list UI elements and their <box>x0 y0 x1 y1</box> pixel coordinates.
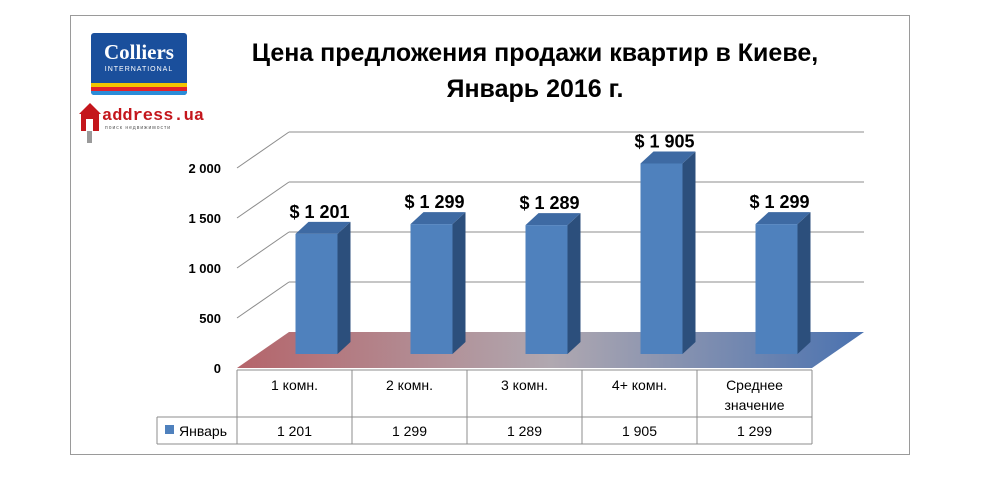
table-value-1: 1 299 <box>392 423 427 439</box>
colliers-logo-stripes <box>91 83 187 95</box>
y-tick-label-4: 2 000 <box>188 161 221 176</box>
category-label-4-line1: Среднее <box>726 377 783 393</box>
table-value-4: 1 299 <box>737 423 772 439</box>
address-ua-logo-word: address.ua <box>102 107 205 126</box>
colliers-logo-name: Colliers <box>104 40 174 64</box>
bar-0 <box>295 221 351 354</box>
y-axis-ticks: 0 500 1 000 1 500 2 000 <box>188 161 221 376</box>
bar-front-1 <box>410 224 453 354</box>
table-value-2: 1 289 <box>507 423 542 439</box>
data-table: 1 комн. 1 201 2 комн. 1 299 3 комн. 1 289 4+ к… <box>156 369 813 445</box>
data-label-0: $ 1 201 <box>289 202 349 222</box>
chart-title-line1: Цена предложения продажи квартир в Киеве… <box>251 39 819 67</box>
bar-front-0 <box>295 233 338 354</box>
bar-top-1 <box>410 212 466 225</box>
category-label-2: 3 комн. <box>501 377 548 393</box>
bar-side-3 <box>682 151 696 354</box>
bar-4 <box>755 212 811 354</box>
category-label-1: 2 комн. <box>386 377 433 393</box>
bar-side-2 <box>567 213 581 354</box>
category-label-4-line2: значение <box>724 397 784 413</box>
data-label-2: $ 1 289 <box>519 193 579 213</box>
bar-side-0 <box>337 221 351 354</box>
bar-front-3 <box>640 163 683 354</box>
table-value-3: 1 905 <box>622 423 657 439</box>
y-tick-label-3: 1 500 <box>188 211 221 226</box>
bar-side-1 <box>452 212 466 354</box>
address-ua-logo: address.ua поиск недвижимости <box>78 101 204 145</box>
bar-top-2 <box>525 213 581 226</box>
y-tick-label-0: 0 <box>214 361 221 376</box>
bar-front-4 <box>755 224 798 354</box>
bar-top-4 <box>755 212 811 225</box>
category-label-0: 1 комн. <box>271 377 318 393</box>
category-label-3: 4+ комн. <box>612 377 667 393</box>
data-label-4: $ 1 299 <box>749 192 809 212</box>
address-ua-logo-tag: поиск недвижимости <box>105 125 172 131</box>
chart-title: Цена предложения продажи квартир в Киеве… <box>215 35 855 107</box>
gridline-side-1 <box>236 281 290 319</box>
legend-label: Январь <box>179 423 227 439</box>
y-tick-label-1: 500 <box>199 311 221 326</box>
bar-side-4 <box>797 212 811 354</box>
gridline-side-4 <box>236 131 290 169</box>
bar-front-2 <box>525 225 568 354</box>
table-value-0: 1 201 <box>277 423 312 439</box>
bar-2 <box>525 213 581 354</box>
house-icon <box>79 103 101 143</box>
colliers-logo-sub: INTERNATIONAL <box>104 66 174 73</box>
legend-swatch <box>165 425 174 434</box>
data-labels: $ 1 201 $ 1 299 $ 1 289 $ 1 905 $ 1 299 <box>289 132 809 222</box>
bar-1 <box>410 212 466 354</box>
bars <box>295 151 811 354</box>
chart-subtitle: Январь 2016 г. <box>446 75 624 103</box>
gridline-side-3 <box>236 181 290 219</box>
data-label-3: $ 1 905 <box>634 132 694 152</box>
colliers-logo: Colliers INTERNATIONAL <box>91 33 187 95</box>
gridline-side-2 <box>236 231 290 269</box>
data-label-1: $ 1 299 <box>404 192 464 212</box>
bar-top-0 <box>295 221 351 234</box>
y-tick-label-2: 1 000 <box>188 261 221 276</box>
bar-3 <box>640 151 696 354</box>
bar-top-3 <box>640 151 696 164</box>
